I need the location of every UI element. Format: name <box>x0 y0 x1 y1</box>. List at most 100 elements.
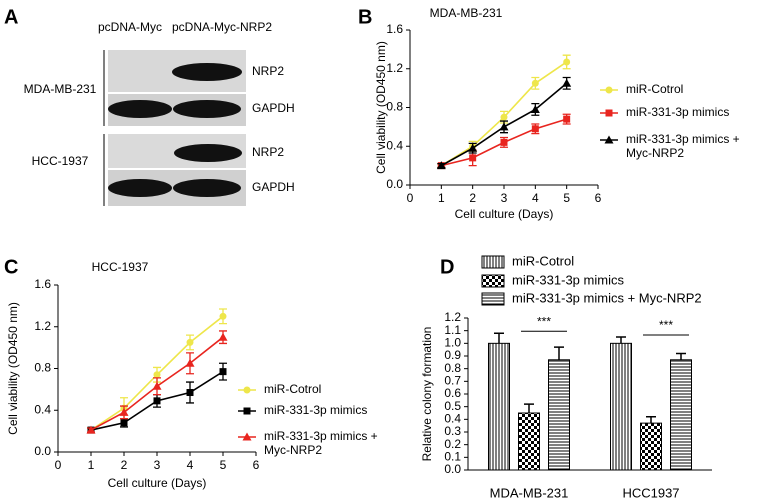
y-tick-label: 0.0 <box>386 177 403 191</box>
x-tick-label: 6 <box>253 458 260 472</box>
legend-marker <box>605 86 613 94</box>
column-header: pcDNA-Myc-NRP2 <box>172 20 272 34</box>
y-tick-label: 0.8 <box>444 361 461 375</box>
error-bar <box>554 346 564 360</box>
y-tick-label: 0.0 <box>34 444 51 458</box>
x-tick-label: 3 <box>501 191 508 205</box>
y-tick-label: 0.2 <box>444 437 461 451</box>
x-axis-label: Cell culture (Days) <box>108 476 207 490</box>
y-tick-label: 1.1 <box>444 323 461 337</box>
x-tick-label: 4 <box>187 458 194 472</box>
band-label: GAPDH <box>252 180 295 194</box>
cell-line-label: MDA-MB-231 <box>24 82 97 96</box>
panel-label: B <box>358 6 372 28</box>
bar <box>610 342 632 471</box>
x-tick-label: 6 <box>595 191 602 205</box>
x-tick-label: MDA-MB-231 <box>490 485 569 500</box>
marker <box>530 104 540 113</box>
marker <box>531 79 539 87</box>
x-tick-label: 3 <box>154 458 161 472</box>
x-axis-label: Cell culture (Days) <box>455 207 554 221</box>
x-tick-label: 2 <box>121 458 128 472</box>
marker <box>219 368 227 376</box>
y-tick-label: 0.4 <box>444 412 461 426</box>
legend-swatch <box>481 255 505 269</box>
y-tick-label: 0.4 <box>386 138 403 152</box>
panel-label: D <box>440 256 454 278</box>
annotation: *** <box>537 314 551 328</box>
legend-label: miR-331-3p mimics <box>512 272 624 287</box>
error-bar <box>646 416 656 424</box>
legend-text-box: miR-331-3p mimics + Myc-NRP2 <box>626 132 740 160</box>
bar <box>640 422 662 471</box>
x-tick-label: 2 <box>469 191 476 205</box>
marker <box>153 397 161 405</box>
marker <box>120 419 128 427</box>
legend-marker <box>604 135 614 144</box>
marker <box>469 154 477 162</box>
marker <box>500 113 508 121</box>
y-tick-label: 1.2 <box>34 319 51 333</box>
legend-label: miR-331-3p mimics + Myc-NRP2 <box>264 429 378 457</box>
y-tick-label: 0.3 <box>444 424 461 438</box>
y-tick-label: 0.5 <box>444 399 461 413</box>
legend-swatch <box>481 292 505 306</box>
marker <box>119 407 129 416</box>
marker <box>499 122 509 131</box>
cell-line-label: HCC-1937 <box>32 154 89 168</box>
legend-text-box: miR-331-3p mimics + Myc-NRP2 <box>264 429 378 457</box>
x-tick-label: 0 <box>407 191 414 205</box>
marker <box>563 115 571 123</box>
legend-label: miR-Cotrol <box>512 253 574 268</box>
blot-band <box>173 100 241 118</box>
band-label: NRP2 <box>252 145 284 159</box>
legend-label: miR-Cotrol <box>626 82 684 96</box>
y-tick-label: 1.0 <box>444 336 461 350</box>
legend-marker <box>243 386 251 394</box>
marker <box>86 425 96 434</box>
y-tick-label: 0.1 <box>444 450 461 464</box>
legend-label: miR-331-3p mimics + Myc-NRP2 <box>626 132 740 160</box>
legend-label: miR-331-3p mimics <box>264 403 368 417</box>
legend-label: miR-331-3p mimics + Myc-NRP2 <box>512 290 702 305</box>
blot-panel: A pcDNA-Myc pcDNA-Myc-NRP2 MDA-MB-231 HC… <box>4 6 295 206</box>
marker <box>468 143 478 152</box>
error-bar <box>494 332 504 344</box>
blot-band <box>108 100 172 118</box>
y-tick-label: 0.8 <box>386 100 403 114</box>
legend-text-box: miR-331-3p mimics <box>626 105 730 119</box>
x-tick-label: 0 <box>55 458 62 472</box>
legend-text-box: miR-331-3p mimics <box>264 403 368 417</box>
marker <box>531 125 539 133</box>
x-tick-label: HCC1937 <box>622 485 679 500</box>
y-axis-label: Cell viability (OD450 nm) <box>6 302 20 435</box>
x-tick-label: 5 <box>220 458 227 472</box>
y-tick-label: 1.6 <box>386 22 403 36</box>
y-tick-label: 1.6 <box>34 277 51 291</box>
error-bar <box>676 352 686 360</box>
marker <box>563 58 571 66</box>
error-bar <box>616 336 626 344</box>
y-tick-label: 0.4 <box>34 402 51 416</box>
annotation: *** <box>659 318 673 332</box>
marker <box>186 338 194 346</box>
marker <box>152 381 162 390</box>
x-tick-label: 5 <box>563 191 570 205</box>
bar <box>670 359 692 471</box>
chart-title: HCC-1937 <box>92 260 149 274</box>
x-tick-label: 1 <box>88 458 95 472</box>
legend-marker <box>605 109 613 117</box>
y-tick-label: 0.6 <box>444 386 461 400</box>
column-header: pcDNA-Myc <box>98 20 162 34</box>
blot-band <box>172 63 242 81</box>
band-label: GAPDH <box>252 101 295 115</box>
legend-text-box: miR-Cotrol <box>264 382 322 396</box>
marker <box>153 371 161 379</box>
legend-label: miR-331-3p mimics <box>626 105 730 119</box>
blot-band <box>173 179 241 197</box>
x-tick-label: 1 <box>438 191 445 205</box>
legend-marker <box>243 407 251 415</box>
y-tick-label: 1.2 <box>386 61 403 75</box>
legend-label: miR-Cotrol <box>264 382 322 396</box>
